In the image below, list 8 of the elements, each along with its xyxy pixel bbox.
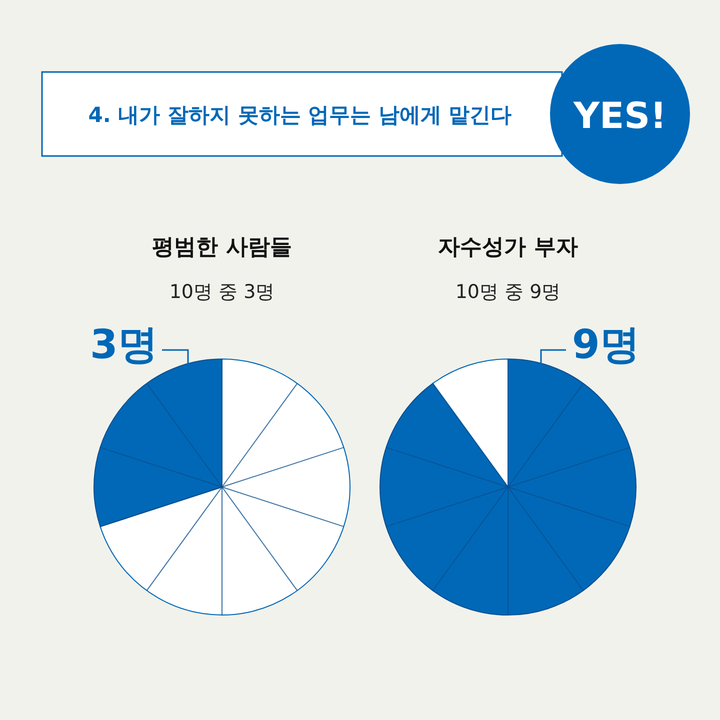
chart-subtitle: 10명 중 9명 — [455, 281, 561, 303]
text: YES! — [572, 96, 667, 137]
chart-title: 자수성가 부자 — [438, 235, 578, 260]
text: 9명 — [572, 322, 640, 368]
chart-subtitle: 10명 중 3명 — [169, 281, 275, 303]
chart-title: 평범한 사람들 — [152, 235, 292, 260]
text: 4. 내가 잘하지 못하는 업무는 남에게 맡긴다 — [88, 103, 512, 127]
text: 3명 — [90, 322, 158, 368]
